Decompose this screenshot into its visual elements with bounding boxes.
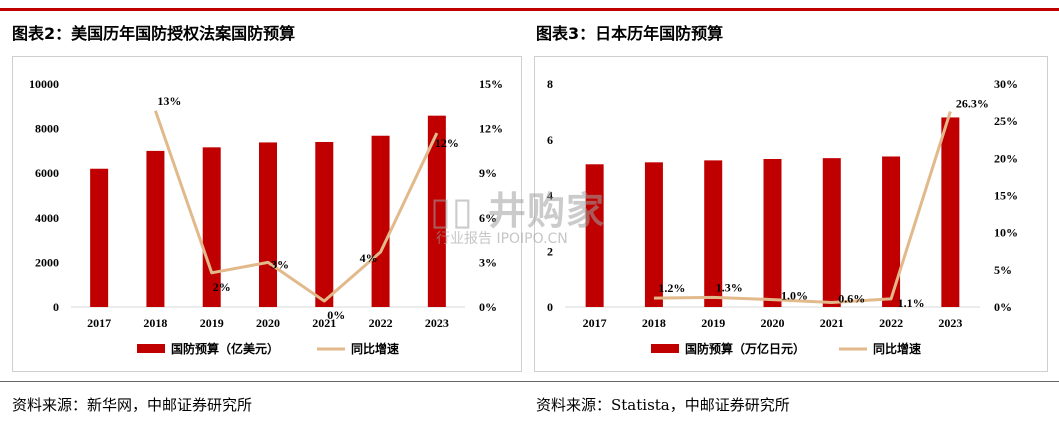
bar-2018 bbox=[644, 162, 663, 307]
y2-tick-label: 0% bbox=[994, 300, 1012, 314]
bar-2021 bbox=[315, 141, 334, 307]
y2-tick-label: 9% bbox=[479, 166, 497, 180]
japan-defense-chart: 0 2 4 6 8 0% 5% 10% 15% 20% 25% 30% 2017 2018 2019 2020… bbox=[547, 77, 1018, 356]
y-tick-label: 6000 bbox=[35, 166, 59, 180]
bar-2020 bbox=[259, 142, 277, 307]
x-tick-label: 2018 bbox=[143, 316, 167, 330]
x-tick-label: 2023 bbox=[938, 316, 962, 330]
growth-line bbox=[154, 110, 439, 303]
y2-tick-label: 10% bbox=[994, 226, 1018, 240]
top-rule bbox=[0, 8, 1059, 11]
x-tick-label: 2017 bbox=[583, 316, 607, 330]
bar-2020 bbox=[763, 158, 782, 307]
data-label: 0.6% bbox=[838, 292, 865, 306]
legend-bar-swatch bbox=[651, 344, 679, 353]
left-source-note: 资料来源：新华网，中邮证券研究所 bbox=[12, 396, 253, 414]
y-tick-label: 4000 bbox=[35, 211, 59, 225]
y2-tick-label: 15% bbox=[479, 77, 503, 91]
y2-tick-label: 25% bbox=[994, 114, 1018, 128]
data-label: 1.2% bbox=[658, 281, 685, 295]
right-source-note: 资料来源：Statista，中邮证券研究所 bbox=[536, 396, 790, 414]
data-label: 13% bbox=[157, 94, 181, 108]
data-label: 2% bbox=[213, 280, 231, 294]
y2-tick-label: 6% bbox=[479, 211, 497, 225]
bar-2021 bbox=[822, 158, 841, 307]
x-tick-label: 2021 bbox=[820, 316, 844, 330]
x-tick-label: 2022 bbox=[879, 316, 903, 330]
x-tick-label: 2019 bbox=[701, 316, 725, 330]
bar-2023 bbox=[941, 117, 960, 307]
x-tick-label: 2022 bbox=[369, 316, 393, 330]
y2-tick-label: 15% bbox=[994, 189, 1018, 203]
data-label: 3% bbox=[271, 257, 289, 271]
japan-defense-chart-panel: 0 2 4 6 8 0% 5% 10% 15% 20% 25% 30% 2017 2018 2019 2020… bbox=[534, 56, 1048, 372]
bar-2022 bbox=[371, 135, 390, 307]
y-tick-label: 4 bbox=[547, 189, 553, 203]
legend-bar-swatch bbox=[137, 344, 165, 353]
x-tick-label: 2018 bbox=[642, 316, 666, 330]
y-tick-label: 0 bbox=[547, 300, 553, 314]
y2-tick-label: 20% bbox=[994, 151, 1018, 165]
growth-line bbox=[653, 111, 952, 305]
y2-tick-label: 0% bbox=[479, 300, 497, 314]
legend-bar-label: 国防预算（亿美元） bbox=[171, 341, 279, 356]
y-tick-label: 10000 bbox=[29, 77, 59, 91]
data-label: 1.0% bbox=[781, 289, 808, 303]
x-tick-label: 2020 bbox=[256, 316, 280, 330]
data-label: 1.1% bbox=[898, 296, 925, 310]
us-defense-chart-panel: 0 2000 4000 6000 8000 10000 0% 3% 6% 9% 12% 15% 2017… bbox=[12, 56, 522, 372]
x-tick-label: 2020 bbox=[761, 316, 785, 330]
y2-tick-label: 30% bbox=[994, 77, 1018, 91]
y-tick-label: 6 bbox=[547, 133, 553, 147]
legend-line-label: 同比增速 bbox=[873, 341, 921, 356]
bar-2022 bbox=[882, 156, 901, 307]
right-chart-title: 图表3：日本历年国防预算 bbox=[536, 24, 724, 43]
left-chart-title: 图表2：美国历年国防授权法案国防预算 bbox=[12, 24, 296, 43]
y-tick-label: 8 bbox=[547, 77, 553, 91]
y-tick-label: 8000 bbox=[35, 122, 59, 136]
y2-tick-label: 3% bbox=[479, 255, 497, 269]
bar-2019 bbox=[202, 147, 221, 307]
data-label: 0% bbox=[327, 308, 345, 322]
x-tick-label: 2017 bbox=[87, 316, 111, 330]
data-label: 4% bbox=[360, 251, 378, 265]
bar-2023 bbox=[427, 115, 446, 307]
bottom-rule bbox=[0, 381, 1059, 382]
y-tick-label: 2 bbox=[547, 244, 553, 258]
y-tick-label: 2000 bbox=[35, 255, 59, 269]
x-tick-label: 2021 bbox=[312, 316, 336, 330]
data-label: 12% bbox=[435, 136, 459, 150]
legend-line-label: 同比增速 bbox=[351, 341, 399, 356]
data-label: 26.3% bbox=[956, 97, 989, 111]
x-tick-label: 2019 bbox=[200, 316, 224, 330]
x-tick-label: 2023 bbox=[425, 316, 449, 330]
bar-2019 bbox=[704, 160, 723, 307]
data-label: 1.3% bbox=[716, 280, 743, 294]
y-tick-label: 0 bbox=[53, 300, 59, 314]
y2-tick-label: 12% bbox=[479, 122, 503, 136]
us-defense-chart: 0 2000 4000 6000 8000 10000 0% 3% 6% 9% 12% 15% 2017… bbox=[29, 77, 503, 356]
legend-bar-label: 国防预算（万亿日元） bbox=[685, 341, 805, 356]
bar-2017 bbox=[585, 164, 604, 307]
bar-2018 bbox=[146, 150, 165, 307]
y2-tick-label: 5% bbox=[994, 263, 1012, 277]
bar-2017 bbox=[90, 168, 109, 307]
